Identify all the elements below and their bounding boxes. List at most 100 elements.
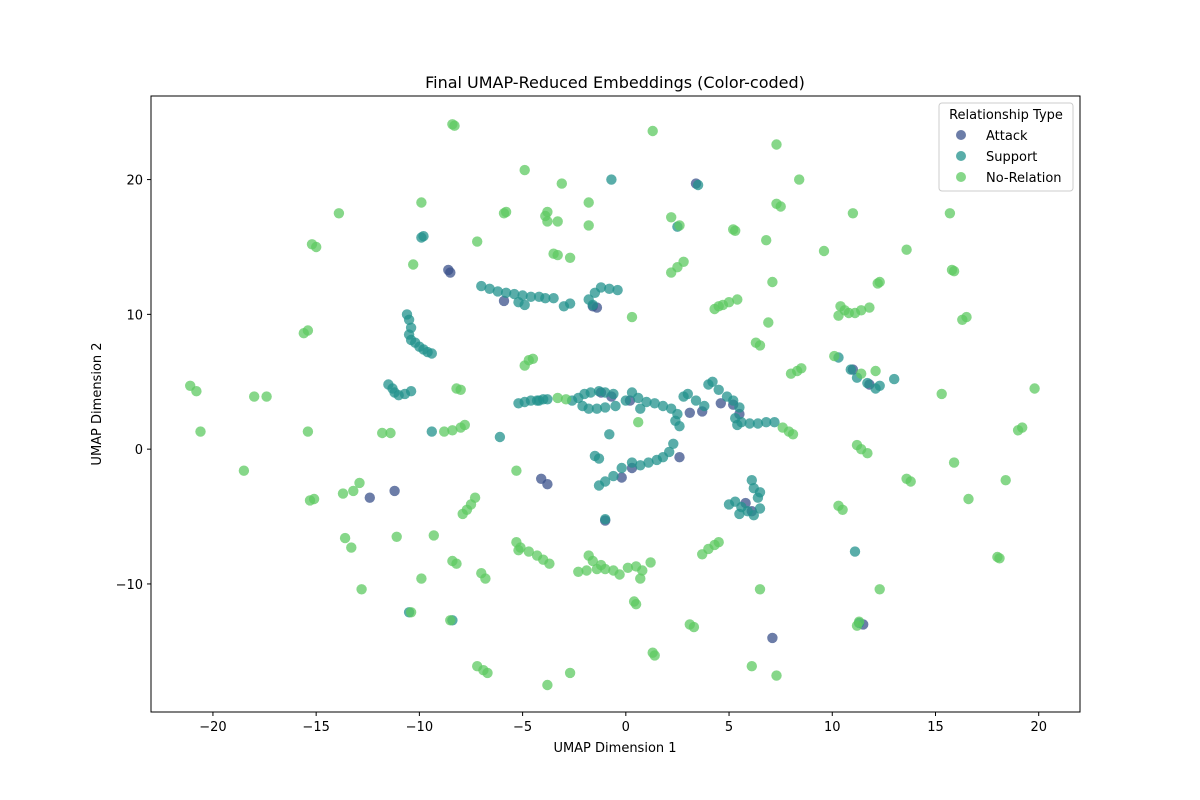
x-axis: −20 −15 −10 −5 0 5 10 15 20	[199, 712, 1047, 735]
point-no-relation-32	[552, 249, 563, 261]
point-support-102	[862, 377, 873, 389]
point-support-73	[707, 376, 718, 387]
point-no-relation-41	[874, 276, 885, 288]
point-support-57	[610, 400, 621, 412]
point-support-92	[616, 462, 627, 474]
point-no-relation-155	[754, 584, 766, 595]
point-no-relation-120	[428, 530, 439, 541]
point-support-83	[769, 417, 780, 428]
point-no-relation-114	[457, 508, 468, 520]
point-no-relation-68	[796, 363, 807, 374]
point-support-5	[476, 280, 487, 292]
point-support-11	[525, 291, 537, 302]
point-no-relation-154	[405, 607, 417, 618]
y-tick-label: 10	[126, 308, 143, 323]
point-no-relation-56	[833, 310, 844, 321]
point-no-relation-127	[513, 545, 524, 556]
x-tick-label: 10	[824, 720, 841, 735]
point-support-8	[500, 287, 512, 298]
legend-label-support: Support	[986, 150, 1037, 165]
point-support-61	[641, 396, 652, 408]
point-no-relation-138	[600, 563, 611, 575]
point-no-relation-48	[626, 311, 638, 323]
point-no-relation-149	[480, 573, 491, 584]
y-axis-label: UMAP Dimension 2	[90, 342, 105, 465]
point-support-58	[620, 395, 631, 406]
point-support-99	[426, 426, 437, 437]
point-no-relation-84	[787, 429, 799, 440]
point-support-4	[416, 232, 427, 243]
point-no-relation-144	[645, 557, 656, 568]
point-support-60	[633, 392, 644, 404]
point-attack-27	[715, 398, 726, 409]
point-no-relation-47	[732, 294, 743, 305]
point-no-relation-5	[556, 178, 567, 189]
point-no-relation-153	[356, 584, 367, 595]
point-attack-13	[674, 452, 685, 463]
y-tick-label: −10	[116, 578, 143, 593]
legend-marker-no-relation	[956, 172, 966, 182]
point-support-0	[606, 174, 617, 185]
x-tick-label: −15	[302, 720, 329, 735]
point-support-62	[649, 398, 660, 409]
point-no-relation-116	[837, 504, 848, 515]
y-axis: −10 0 10 20	[116, 174, 151, 593]
point-no-relation-152	[416, 573, 427, 584]
point-no-relation-16	[847, 208, 859, 219]
legend-box	[938, 102, 1074, 192]
point-no-relation-107	[348, 485, 359, 497]
point-support-55	[591, 403, 603, 414]
point-support-125	[533, 395, 545, 406]
point-no-relation-172	[445, 615, 456, 626]
point-support-74	[713, 384, 724, 395]
point-no-relation-156	[874, 584, 885, 595]
point-support-91	[626, 457, 638, 468]
point-support-14	[548, 293, 559, 304]
point-no-relation-34	[408, 259, 419, 270]
point-attack-9	[684, 407, 695, 418]
point-support-71	[699, 400, 710, 412]
point-no-relation-73	[191, 386, 202, 397]
point-no-relation-95	[1017, 422, 1028, 433]
point-support-7	[492, 286, 503, 297]
plot-area	[185, 119, 1040, 691]
point-support-93	[608, 470, 619, 482]
point-no-relation-55	[864, 302, 875, 313]
point-no-relation-101	[948, 457, 960, 468]
point-support-9	[509, 288, 520, 300]
point-no-relation-91	[459, 419, 470, 431]
point-support-90	[635, 460, 646, 471]
point-no-relation-133	[587, 555, 598, 567]
point-no-relation-104	[354, 477, 365, 489]
point-no-relation-46	[723, 297, 735, 308]
y-tick-label: 20	[126, 174, 143, 189]
point-support-120	[849, 546, 861, 557]
point-support-82	[761, 417, 772, 428]
point-support-81	[752, 418, 764, 429]
point-no-relation-86	[377, 427, 388, 439]
point-support-23	[612, 284, 623, 296]
point-support-18	[564, 298, 576, 309]
x-tick-label: −10	[406, 720, 433, 735]
point-support-67	[674, 421, 685, 432]
point-no-relation-143	[637, 565, 648, 576]
legend-label-no-relation: No-Relation	[986, 171, 1062, 186]
point-no-relation-117	[339, 532, 351, 544]
point-support-21	[595, 282, 607, 293]
point-no-relation-126	[544, 558, 555, 569]
x-tick-label: 20	[1030, 720, 1047, 735]
point-no-relation-37	[678, 256, 689, 267]
point-no-relation-22	[674, 220, 685, 231]
point-support-88	[651, 454, 662, 466]
point-support-22	[604, 283, 615, 294]
point-support-105	[889, 373, 900, 385]
point-no-relation-147	[451, 558, 462, 569]
x-axis-label: UMAP Dimension 1	[553, 741, 676, 756]
point-no-relation-17	[944, 208, 956, 219]
point-no-relation-3	[771, 139, 782, 150]
point-no-relation-80	[560, 394, 572, 405]
legend: Relationship Type Attack Support No-Rela…	[938, 102, 1074, 192]
point-no-relation-24	[728, 224, 739, 235]
point-no-relation-28	[761, 235, 772, 246]
point-no-relation-26	[311, 241, 322, 253]
